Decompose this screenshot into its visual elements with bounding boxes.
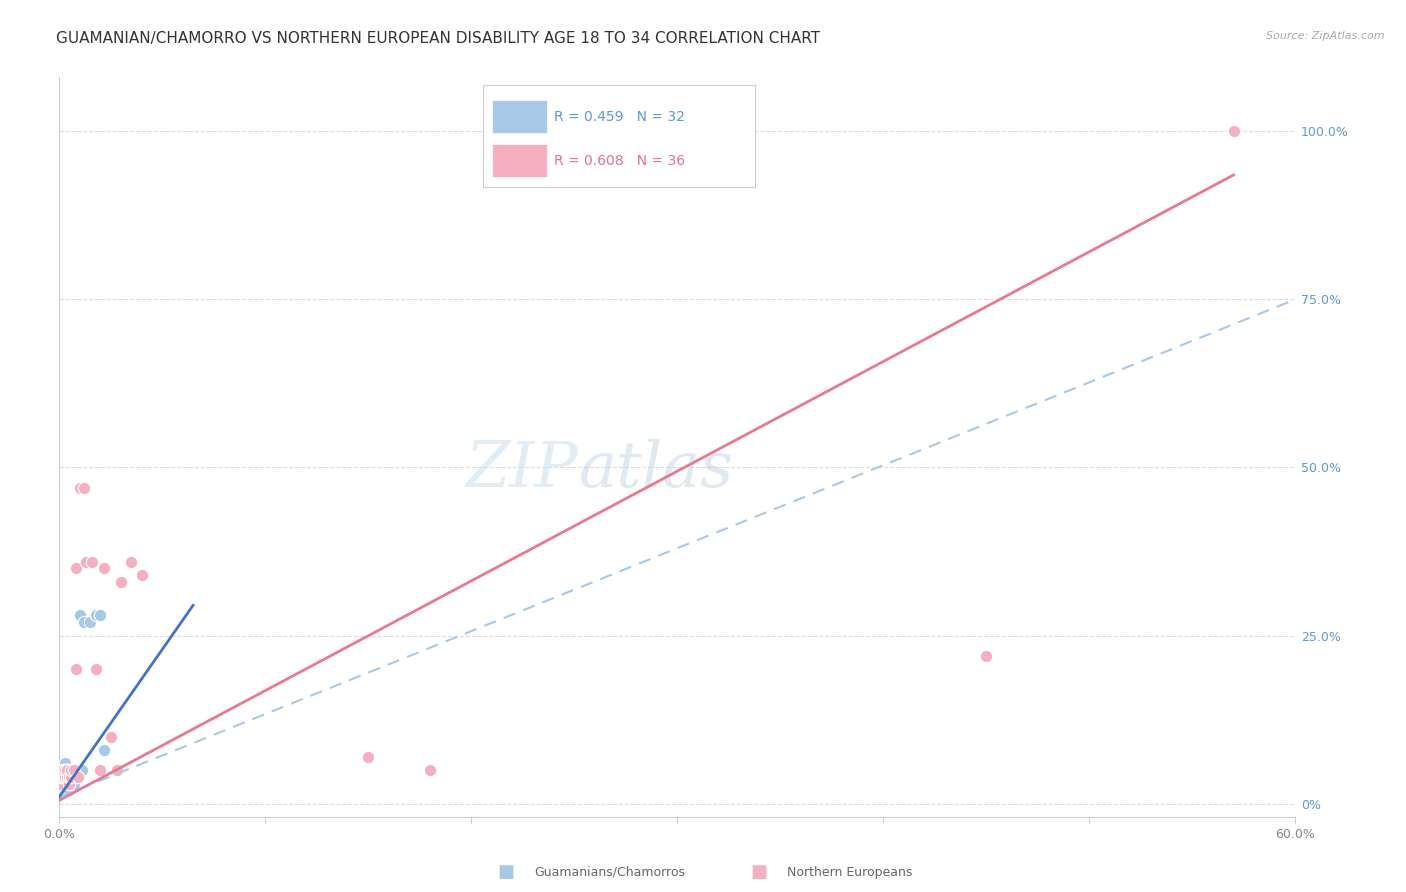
Point [100,730,122,744]
Point [60,770,83,784]
Bar [492,100,547,133]
Point [52,770,75,784]
Text: R = 0.608   N = 36: R = 0.608 N = 36 [554,154,685,168]
Point [120,555,142,569]
Point [66,770,89,784]
Point [110,574,132,589]
Point [53,770,76,784]
Point [60,770,83,784]
Point [60,776,83,790]
Point [93,743,115,757]
Point [65,561,87,575]
Point [66,763,89,777]
Point [51,770,73,784]
Point [53,783,76,797]
Point [58,776,80,790]
Point [60,763,83,777]
Point [56,763,79,777]
Point [73,615,96,630]
Text: Source: ZipAtlas.com: Source: ZipAtlas.com [1267,31,1385,41]
Point [53,776,76,790]
Text: ■: ■ [498,863,515,881]
Point [1222,124,1244,138]
Point [131,568,153,582]
Point [75,555,97,569]
Point [419,763,441,777]
Point [51,763,73,777]
Point [51,770,73,784]
Point [84,608,107,623]
Point [53,770,76,784]
Point [53,763,76,777]
Point [52,776,75,790]
Point [56,770,79,784]
Point [62,763,84,777]
Text: Northern Europeans: Northern Europeans [787,866,912,879]
Point [65,770,87,784]
Point [80,555,103,569]
Point [58,770,80,784]
Text: R = 0.459   N = 32: R = 0.459 N = 32 [554,110,685,124]
Point [62,770,84,784]
Text: ■: ■ [751,863,768,881]
Point [69,481,91,495]
Bar [492,144,547,178]
Point [53,756,76,771]
Point [357,749,380,764]
Point [73,481,96,495]
Point [79,615,101,630]
Point [976,648,998,663]
Text: Guamanians/Chamorros: Guamanians/Chamorros [534,866,685,879]
Bar [484,85,755,187]
Point [52,763,75,777]
Point [56,770,79,784]
Point [51,776,73,790]
Point [93,561,115,575]
Point [58,763,80,777]
Point [105,763,128,777]
Point [58,783,80,797]
Point [58,770,80,784]
Text: GUAMANIAN/CHAMORRO VS NORTHERN EUROPEAN DISABILITY AGE 18 TO 34 CORRELATION CHAR: GUAMANIAN/CHAMORRO VS NORTHERN EUROPEAN … [56,31,820,46]
Point [56,783,79,797]
Point [58,776,80,790]
Point [84,662,107,676]
Point [56,776,79,790]
Point [52,763,75,777]
Point [51,776,73,790]
Point [69,608,91,623]
Point [52,770,75,784]
Text: ZIP: ZIP [465,439,578,500]
Text: atlas: atlas [578,439,734,500]
Point [52,783,75,797]
Point [56,763,79,777]
Point [89,763,111,777]
Point [62,776,84,790]
Point [89,608,111,623]
Point [70,763,93,777]
Point [65,662,87,676]
